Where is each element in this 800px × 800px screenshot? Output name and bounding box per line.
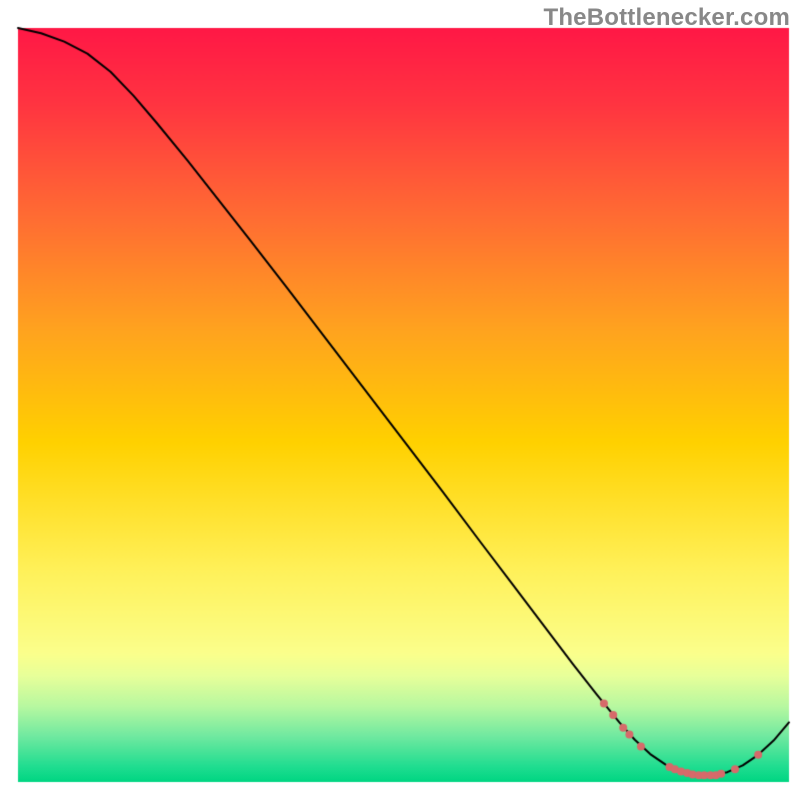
chart-container: TheBottlenecker.com: [0, 0, 800, 800]
bottleneck-curve-chart: [0, 0, 800, 800]
